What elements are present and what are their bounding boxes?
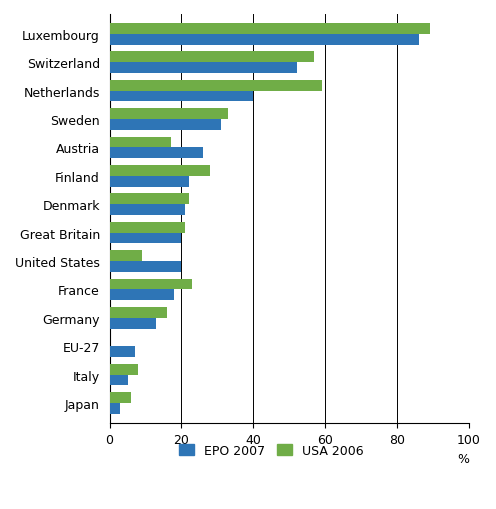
Bar — [110, 120, 221, 131]
Bar — [110, 233, 182, 244]
Bar — [110, 92, 253, 102]
Bar — [110, 290, 174, 301]
Bar — [110, 166, 210, 177]
Bar — [110, 194, 188, 205]
Bar — [110, 63, 297, 74]
Bar — [110, 307, 167, 318]
Bar — [110, 52, 314, 63]
Bar — [110, 279, 192, 290]
Bar — [110, 137, 171, 148]
Legend: EPO 2007, USA 2006: EPO 2007, USA 2006 — [174, 439, 369, 462]
Bar — [110, 251, 142, 262]
Bar — [110, 347, 135, 357]
Bar — [110, 318, 156, 329]
Bar — [110, 222, 185, 233]
Bar — [110, 177, 188, 187]
Bar — [110, 109, 228, 120]
Bar — [110, 364, 138, 375]
Bar — [110, 403, 121, 414]
Bar — [110, 148, 203, 159]
Text: %: % — [457, 451, 469, 465]
Bar — [110, 375, 127, 386]
Bar — [110, 81, 322, 92]
Bar — [110, 24, 430, 35]
Bar — [110, 205, 185, 216]
Bar — [110, 392, 131, 403]
Bar — [110, 262, 182, 272]
Bar — [110, 35, 419, 46]
